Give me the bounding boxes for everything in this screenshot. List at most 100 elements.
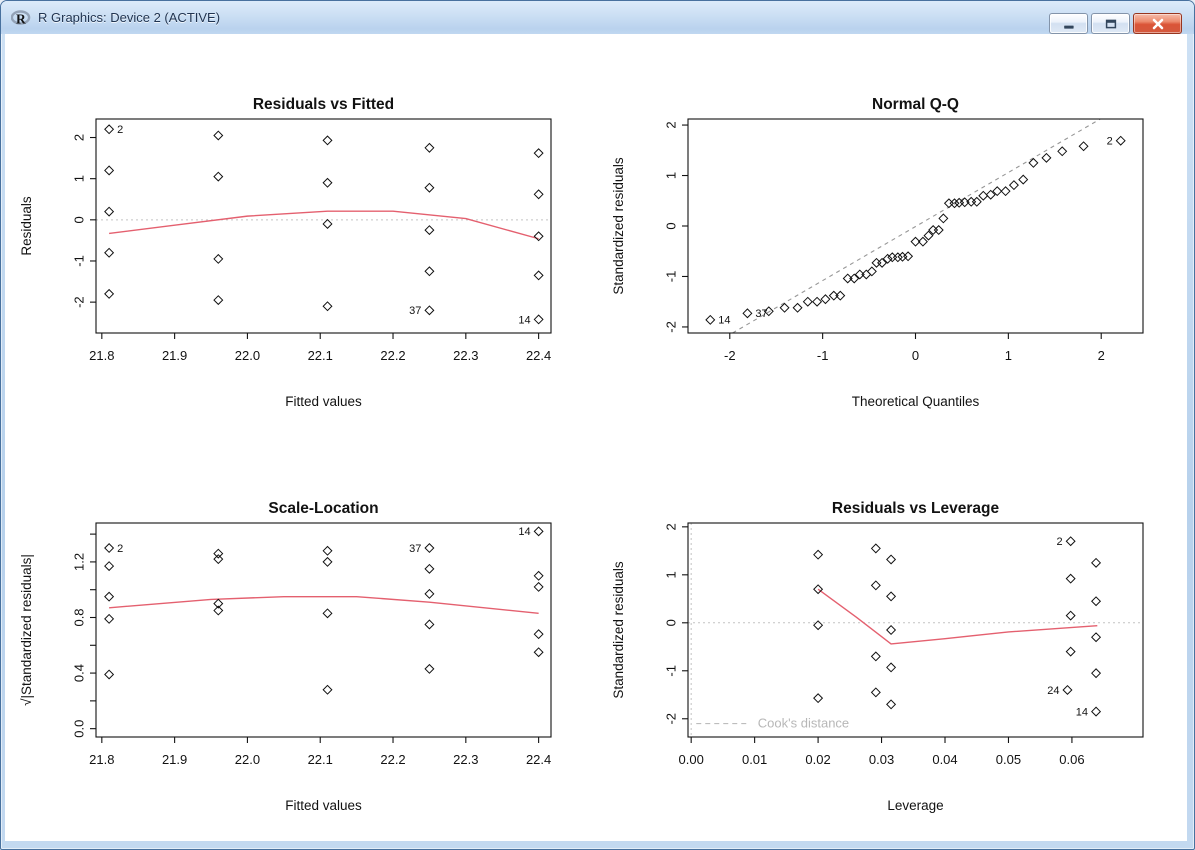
data-point [322,135,333,146]
minimize-button[interactable] [1049,13,1088,34]
y-axis-tick-label: 0.0 [72,720,87,738]
x-axis-label: Theoretical Quantiles [852,394,980,409]
data-point [1057,146,1068,157]
y-axis-tick-label: -2 [664,321,679,333]
data-point [322,301,333,312]
data-point [886,591,897,602]
data-point [871,257,882,268]
plot-title: Scale-Location [268,500,378,517]
data-point [966,196,977,207]
data-point [792,302,803,313]
plot-box [687,522,1144,738]
y-axis-label: Residuals [19,196,34,256]
data-point [802,296,813,307]
data-point [533,629,544,640]
restore-icon [1105,19,1116,28]
close-button[interactable] [1133,13,1182,34]
data-point [861,269,872,280]
data-point [1065,536,1076,547]
point-label: 2 [1107,136,1113,148]
y-axis-tick-label: 1 [664,571,679,578]
x-axis-tick-label: 22.0 [235,348,260,363]
data-point [943,198,954,209]
data-point [213,253,224,264]
y-axis-tick-label: 1 [72,175,87,182]
r-logo-icon: R [11,10,31,26]
data-point [213,605,224,616]
point-label: 37 [409,305,421,317]
plot-title: Residuals vs Leverage [832,500,1000,517]
data-point [971,196,982,207]
y-axis-tick-label: 0 [72,216,87,223]
data-point [877,257,888,268]
x-axis-label: Fitted values [285,394,362,409]
data-point [978,190,989,201]
data-point [322,556,333,567]
y-axis-tick-label: -1 [664,665,679,677]
data-point [917,236,928,247]
x-axis-tick-label: 0.05 [996,752,1021,767]
data-point [842,273,853,284]
data-point [104,669,115,680]
point-label: 2 [1057,536,1063,548]
x-axis-tick-label: 21.9 [162,752,187,767]
y-axis-tick-label: 0 [664,222,679,229]
data-point [104,165,115,176]
data-point [854,269,865,280]
data-point [1091,668,1102,679]
cooks-distance-legend-label: Cook's distance [758,716,849,731]
window-controls [1049,13,1182,34]
data-point [533,570,544,581]
data-point [1115,135,1126,146]
x-axis-tick-label: 22.2 [380,752,405,767]
graphics-canvas: 21.8 21.9 22.0 22.1 22.2 22.3 22.4 -2 -1 0 1 2 Resid… [5,34,1187,841]
data-point [1091,632,1102,643]
x-axis-tick-label: -1 [817,348,829,363]
y-axis-tick-label: -1 [664,271,679,283]
data-point [322,684,333,695]
y-axis-label: √|Standardized residuals| [19,554,34,706]
data-point [1000,186,1011,197]
y-axis-label: Standardized residuals [611,561,626,699]
data-point [322,177,333,188]
smooth-line [109,595,539,615]
restore-button[interactable] [1091,13,1130,34]
data-point [322,218,333,229]
x-axis-tick-label: 2 [1098,348,1105,363]
data-point [705,314,716,325]
y-axis-label: Standardized residuals [611,157,626,295]
data-point [985,189,996,200]
data-point [870,687,881,698]
data-point [923,230,934,241]
x-axis-tick-label: 0.04 [932,752,957,767]
data-point [813,620,824,631]
smooth-line [109,210,539,240]
x-axis-tick-label: 22.1 [308,752,333,767]
data-point [1065,573,1076,584]
point-label: 14 [718,315,730,327]
data-point [933,225,944,236]
data-point [533,581,544,592]
data-point [813,584,824,595]
data-point [1041,152,1052,163]
point-label: 2 [117,543,123,555]
data-point [533,314,544,325]
data-point [1008,180,1019,191]
x-axis-tick-label: 22.3 [453,752,478,767]
data-point [424,588,435,599]
data-point [849,273,860,284]
x-axis-tick-label: 22.1 [308,348,333,363]
x-axis-tick-label: 22.0 [235,752,260,767]
data-point [959,197,970,208]
window-titlebar[interactable]: R R Graphics: Device 2 (ACTIVE) [1,1,1194,34]
data-point [213,171,224,182]
data-point [866,266,877,277]
data-point [886,662,897,673]
point-label: 14 [518,314,530,326]
data-point [870,580,881,591]
data-point [1091,706,1102,717]
data-point [104,561,115,572]
data-point [104,206,115,217]
data-point [104,124,115,135]
